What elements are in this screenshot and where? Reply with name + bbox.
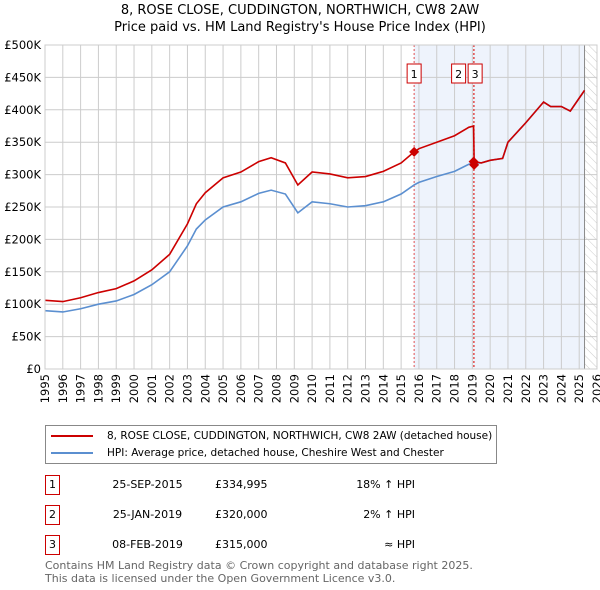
property-series-line [44, 89, 586, 303]
sale-point [409, 146, 420, 157]
x-tick-label: 2015 [394, 374, 408, 403]
x-tick-label: 2013 [359, 374, 373, 403]
x-tick-label: 2026 [590, 374, 600, 403]
chart-title: 8, ROSE CLOSE, CUDDINGTON, NORTHWICH, CW… [120, 3, 480, 18]
table-row: 1 25-SEP-2015 £334,995 18% ↑ HPI [45, 475, 465, 495]
table-row: 3 08-FEB-2019 £315,000 ≈ HPI [45, 535, 465, 555]
footer-copyright: Contains HM Land Registry data © Crown c… [45, 559, 473, 572]
sale-date: 25-JAN-2019 [112, 508, 183, 521]
footer-licence: This data is licensed under the Open Gov… [45, 572, 396, 585]
x-tick-label: 2008 [269, 374, 283, 403]
sale-point [469, 159, 480, 170]
plot-border [44, 44, 598, 370]
y-tick-label: £200K [4, 232, 41, 246]
sale-label-box [451, 63, 467, 84]
legend: 8, ROSE CLOSE, CUDDINGTON, NORTHWICH, CW… [45, 425, 497, 464]
sale-label: 1 [411, 68, 418, 81]
plot-area: 1995 1996 1997 1998 1999 2000 2001 2002 2003 2004… [4, 38, 600, 403]
x-tick-label: 2000 [127, 374, 141, 403]
x-tick-label: 2021 [501, 374, 515, 403]
sale-date: 08-FEB-2019 [112, 538, 183, 551]
sale-date: 25-SEP-2015 [112, 478, 183, 491]
sale-label: 3 [472, 68, 479, 81]
legend-item-property: 8, ROSE CLOSE, CUDDINGTON, NORTHWICH, CW… [46, 428, 492, 444]
x-tick-label: 2003 [180, 374, 194, 403]
legend-label: HPI: Average price, detached house, Ches… [107, 447, 444, 459]
legend-label: 8, ROSE CLOSE, CUDDINGTON, NORTHWICH, CW… [107, 430, 493, 442]
x-tick-label: 2007 [252, 374, 266, 403]
sale-price: £315,000 [215, 538, 268, 551]
x-tick-label: 1996 [56, 374, 70, 403]
x-tick-label: 2025 [572, 374, 586, 403]
x-tick-label: 2005 [216, 374, 230, 403]
sale-number-badge: 1 [45, 475, 60, 495]
x-tick-label: 2018 [448, 374, 462, 403]
sale-label: 2 [455, 68, 462, 81]
sale-price: £334,995 [215, 478, 268, 491]
chart-subtitle: Price paid vs. HM Land Registry's House … [114, 20, 486, 35]
sale-number-badge: 3 [45, 535, 60, 555]
y-tick-label: £450K [4, 70, 41, 84]
y-tick-label: £0 [26, 362, 41, 376]
legend-swatch-blue [51, 452, 93, 454]
sale-label-box [406, 63, 422, 84]
x-tick-label: 2016 [412, 374, 426, 403]
legend-item-hpi: HPI: Average price, detached house, Ches… [46, 445, 444, 461]
x-tick-label: 2014 [376, 374, 390, 403]
y-tick-label: £100K [4, 297, 41, 311]
x-tick-label: 2022 [519, 374, 533, 403]
x-tick-label: 2012 [341, 374, 355, 403]
footer: Contains HM Land Registry data © Crown c… [45, 559, 473, 585]
sale-hpi-comparison: ≈ HPI [384, 538, 415, 551]
sale-label-box [467, 63, 483, 84]
x-tick-label: 2023 [537, 374, 551, 403]
y-tick-label: £300K [4, 168, 41, 182]
sale-hpi-comparison: 18% ↑ HPI [356, 478, 415, 491]
y-tick-label: £500K [4, 38, 41, 52]
sale-price: £320,000 [215, 508, 268, 521]
y-tick-label: £150K [4, 265, 41, 279]
x-tick-label: 2019 [465, 374, 479, 403]
y-tick-label: £250K [4, 200, 41, 214]
legend-swatch-red [51, 435, 93, 437]
x-tick-label: 2017 [430, 374, 444, 403]
sale-hpi-comparison: 2% ↑ HPI [363, 508, 415, 521]
x-tick-label: 2001 [145, 374, 159, 403]
table-row: 2 25-JAN-2019 £320,000 2% ↑ HPI [45, 505, 465, 525]
sale-number-badge: 2 [45, 505, 60, 525]
x-tick-label: 1999 [109, 374, 123, 403]
x-tick-label: 2024 [554, 374, 568, 403]
x-tick-label: 2020 [483, 374, 497, 403]
y-tick-label: £400K [4, 103, 41, 117]
x-tick-label: 1997 [74, 374, 88, 403]
x-tick-label: 1995 [38, 374, 52, 403]
y-tick-label: £50K [12, 330, 42, 344]
x-tick-label: 2011 [323, 374, 337, 403]
y-tick-label: £350K [4, 135, 41, 149]
x-tick-label: 2006 [234, 374, 248, 403]
x-tick-label: 1998 [91, 374, 105, 403]
x-tick-label: 2009 [287, 374, 301, 403]
x-tick-label: 2004 [198, 374, 212, 403]
x-tick-label: 2002 [163, 374, 177, 403]
x-tick-label: 2010 [305, 374, 319, 403]
